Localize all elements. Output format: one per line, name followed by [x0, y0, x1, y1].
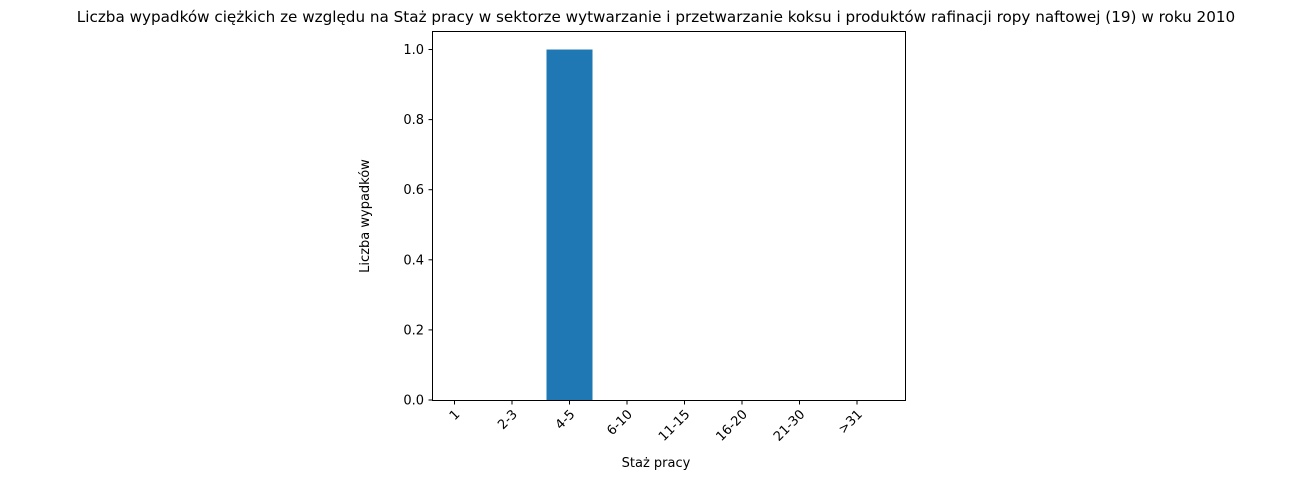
- x-tick-label: 16-20: [714, 407, 751, 444]
- y-tick-label: 0.8: [403, 113, 424, 128]
- x-tick-label: 11-15: [656, 407, 693, 444]
- x-tick-label: 6-10: [604, 407, 635, 438]
- bar-4-5: [546, 49, 593, 401]
- x-tick-label: 4-5: [553, 407, 579, 433]
- y-tick-label: 0.6: [403, 183, 424, 198]
- chart-title: Liczba wypadków ciężkich ze względu na S…: [76, 8, 1236, 26]
- x-tick-label: >31: [836, 407, 866, 437]
- y-tick-label: 0.4: [403, 253, 424, 268]
- x-tick-label: 21-30: [771, 407, 808, 444]
- y-axis-label: Liczba wypadków: [358, 159, 373, 273]
- x-axis-label: Staż pracy: [622, 456, 691, 471]
- x-tick-label: 2-3: [495, 407, 521, 433]
- x-tick-label: 1: [447, 407, 463, 423]
- y-tick-label: 0.0: [403, 394, 424, 409]
- y-tick-label: 1.0: [403, 43, 424, 58]
- plot-frame: [432, 31, 906, 401]
- y-tick-label: 0.2: [403, 323, 424, 338]
